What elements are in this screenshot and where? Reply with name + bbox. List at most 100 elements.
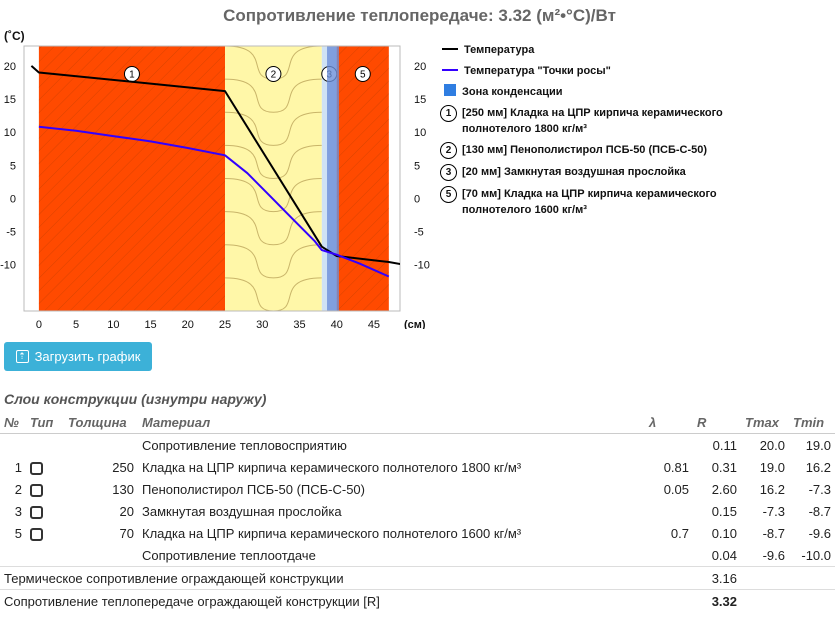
- temperature-chart: 1 2 35 20 20 15 15 10 10 5 5 0 0 -5 -5 -10 -10 0 5 10 15 20 2…: [0, 29, 430, 329]
- layer-checkbox[interactable]: [30, 527, 43, 541]
- legend-layer-text: [20 мм] Замкнутая воздушная прослойка: [462, 166, 686, 178]
- y-tick-label-left: -10: [0, 260, 16, 272]
- table-header-row: № Тип Толщина Материал λ R Tmax Tmin: [0, 412, 835, 434]
- table-row: 1 250 Кладка на ЦПР кирпича керамического …: [0, 456, 835, 478]
- insulation-wave: [225, 144, 322, 180]
- y-tick-label-right: 10: [414, 127, 426, 139]
- summary-empty: [741, 589, 789, 612]
- legend-temperature-label: Температура: [464, 44, 535, 56]
- col-material: Материал: [138, 412, 645, 434]
- y-tick-label-left: 0: [10, 193, 16, 205]
- row-type: [26, 500, 64, 522]
- row-type: [26, 522, 64, 544]
- layer-number-badge: 1: [440, 105, 457, 122]
- row-number: 5: [14, 525, 22, 541]
- row-lambda: [645, 434, 693, 457]
- row-tmax: -8.7: [762, 525, 785, 541]
- summary-empty: [741, 566, 789, 590]
- insulation-wave: [225, 211, 322, 246]
- row-thickness: 250: [112, 459, 134, 475]
- summary-label: Термическое сопротивление ограждающей ко…: [0, 566, 693, 590]
- layer-badge-circle: [265, 66, 282, 82]
- y-tick-label-right: 5: [414, 160, 420, 172]
- summary-row: Сопротивление теплопередаче ограждающей …: [0, 589, 835, 612]
- legend-layer-2: 2 [130 мм] Пенополистирол ПСБ-50 (ПСБ-С-…: [440, 142, 780, 159]
- row-material: Кладка на ЦПР кирпича керамического полн…: [142, 459, 522, 475]
- row-number: [0, 434, 26, 457]
- layer-number-badge: 3: [440, 164, 457, 181]
- download-chart-button[interactable]: ⇡ Загрузить график: [4, 342, 152, 371]
- row-material: Пенополистирол ПСБ-50 (ПСБ-С-50): [142, 481, 365, 497]
- row-material: Сопротивление теплоотдаче: [142, 547, 316, 563]
- row-lambda: 0.7: [670, 525, 689, 541]
- row-tmin: -10.0: [801, 547, 831, 563]
- download-icon: ⇡: [15, 350, 29, 363]
- row-lambda: 0.05: [663, 481, 689, 497]
- y-tick-label-right: -10: [414, 260, 430, 272]
- insulation-wave: [225, 111, 322, 146]
- layer-badge-number: 2: [271, 70, 277, 81]
- condensation-zone: [327, 46, 339, 311]
- x-tick-label: 40: [331, 319, 343, 329]
- row-type: [26, 544, 64, 567]
- table-row: Сопротивление тепловосприятию 0.11 20.0 19.…: [0, 434, 835, 457]
- layer-number-badge: 5: [440, 186, 457, 203]
- x-tick-label: 10: [107, 319, 119, 329]
- col-r: R: [693, 412, 741, 434]
- row-tmin: -9.6: [808, 525, 831, 541]
- y-tick-label-right: -5: [414, 227, 424, 239]
- y-tick-label-left: 5: [10, 160, 16, 172]
- section-title: Слои конструкции (изнутри наружу): [4, 391, 267, 407]
- row-tmax: -7.3: [762, 503, 785, 519]
- layer-5-hatch: [336, 46, 389, 311]
- y-tick-label-left: -5: [6, 227, 16, 239]
- col-no: №: [0, 412, 26, 434]
- legend-condensation: Зона конденсации: [440, 84, 780, 100]
- summary-empty: [789, 589, 835, 612]
- legend-layer-3: 3 [20 мм] Замкнутая воздушная прослойка: [440, 164, 780, 181]
- y-tick-label-left: 20: [4, 61, 16, 73]
- y-tick-label-right: 20: [414, 61, 426, 73]
- legend-layer-text: [130 мм] Пенополистирол ПСБ-50 (ПСБ-С-50…: [462, 144, 708, 156]
- row-tmin: -7.3: [808, 481, 831, 497]
- x-unit-label: (см): [404, 319, 426, 329]
- layer-number-badge: 2: [440, 142, 457, 159]
- summary-value: 3.32: [693, 589, 741, 612]
- row-type: [26, 434, 64, 457]
- row-number: [0, 544, 26, 567]
- layer-checkbox[interactable]: [30, 483, 43, 497]
- row-type: [26, 478, 64, 500]
- layers-table: № Тип Толщина Материал λ R Tmax Tmin Соп…: [0, 412, 835, 612]
- x-tick-label: 15: [144, 319, 156, 329]
- layer-checkbox[interactable]: [30, 505, 43, 519]
- row-thickness: 130: [112, 481, 134, 497]
- row-tmin: 16.2: [805, 459, 831, 475]
- insulation-wave: [225, 178, 322, 213]
- temperature-line-swatch: [442, 48, 458, 50]
- y-tick-label-right: 0: [414, 193, 420, 205]
- row-tmax: 16.2: [759, 481, 785, 497]
- chart-legend: Температура Температура "Точки росы" Зон…: [440, 42, 780, 223]
- table-row: 5 70 Кладка на ЦПР кирпича керамического п…: [0, 522, 835, 544]
- table-row: Сопротивление теплоотдаче 0.04 -9.6 -10.0: [0, 544, 835, 567]
- row-tmin: 19.0: [805, 437, 831, 453]
- col-tmin: Tmin: [789, 412, 835, 434]
- legend-layer-text: [70 мм] Кладка на ЦПР кирпича керамическ…: [462, 188, 717, 216]
- layer-checkbox[interactable]: [30, 461, 43, 475]
- temperature-line: [30, 65, 400, 265]
- dew-line-swatch: [442, 69, 458, 71]
- x-tick-label: 20: [182, 319, 194, 329]
- condensation-swatch: [444, 84, 456, 96]
- x-tick-label: 0: [36, 319, 42, 329]
- chart-title: Сопротивление теплопередаче: 3.32 (м²•°С…: [223, 6, 616, 25]
- row-lambda: 0.81: [663, 459, 689, 475]
- legend-dew-point: Температура "Точки росы": [440, 63, 780, 79]
- summary-row: Термическое сопротивление ограждающей ко…: [0, 566, 835, 590]
- layer-1-hatch: [38, 46, 226, 311]
- y-tick-label-right: 15: [414, 94, 426, 106]
- row-lambda: [645, 544, 693, 567]
- row-tmax: -9.6: [762, 547, 785, 563]
- row-type: [26, 456, 64, 478]
- x-tick-label: 45: [368, 319, 380, 329]
- insulation-wave: [225, 78, 322, 113]
